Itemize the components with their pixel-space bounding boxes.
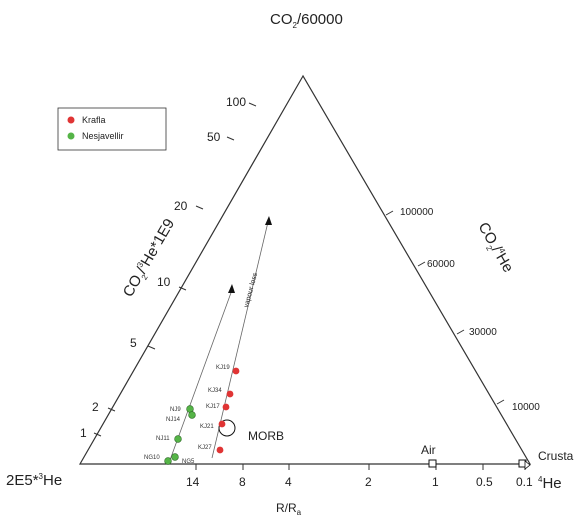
bottom-tick-label: 2 [365,475,372,489]
right-axis-title: CO2/4He [473,220,517,277]
bottom-tick-label: 8 [239,475,246,489]
morb-label: MORB [248,429,284,443]
point-label-nj9: NJ9 [170,407,181,413]
left-axis-title: CO2/3He*1E9 [120,216,180,301]
bottom-tick-label: 14 [186,475,200,489]
left-tick-mark [248,102,257,107]
reference-points: MORB Air Crusta [218,419,574,470]
apex-label-top: CO2/60000 [270,11,343,30]
left-tick-label: 5 [130,336,137,350]
left-tick-label: 10 [157,275,171,289]
right-tick-mark [385,210,394,216]
point-label-nj14: NJ14 [166,417,181,423]
point-label-kj19: KJ19 [216,365,230,371]
left-tick-mark [226,136,235,141]
point-label-nj11: NJ11 [156,436,170,442]
arrowhead-right [265,216,272,225]
point-label-ng10: NG10 [144,455,160,461]
right-tick-label: 60000 [427,259,455,270]
point-label-kj27: KJ27 [198,445,212,451]
right-tick-label: 100000 [400,207,434,218]
legend-swatch-krafla [67,116,75,124]
vapour-loss-annotation: vapour loss [243,272,259,309]
legend-swatch-nesjavellir [67,132,75,140]
legend-label-nesjavellir: Nesjavellir [82,131,124,141]
right-axis-ticks: 100000 60000 30000 10000 [385,207,540,413]
ternary-triangle [78,74,532,465]
point-label-ng5: NG5 [182,459,195,465]
left-axis-ticks: 100 50 20 10 5 2 1 [80,95,257,440]
left-tick-label: 50 [207,130,221,144]
left-tick-label: 2 [92,400,99,414]
crusta-triangle-marker [524,460,531,470]
bottom-tick-label: 4 [285,475,292,489]
point-label-kj21: KJ21 [200,424,214,430]
arrowhead-left [228,284,235,293]
apex-label-left: 2E5*3He [6,472,62,489]
left-tick-mark [147,345,156,350]
point-label-kj17: KJ17 [206,404,220,410]
left-tick-mark [93,432,102,437]
left-tick-mark [195,205,204,210]
legend-box [57,107,167,151]
left-tick-label: 1 [80,426,87,440]
data-point-ng5 [171,453,179,461]
legend: Krafla Nesjavellir [57,107,167,151]
left-tick-mark [107,407,116,412]
left-tick-mark [178,286,187,291]
vapour-loss-arrow-right [211,221,269,459]
right-tick-mark [417,261,426,267]
data-point-kj17 [222,403,230,411]
right-tick-mark [456,329,465,335]
air-marker [428,459,437,468]
data-point-kj27 [216,446,224,454]
series-nesjavellir: NJ9 NJ14 NJ11 NG5 NG10 [144,405,196,465]
data-point-nj14 [188,411,196,419]
point-label-kj34: KJ34 [208,388,222,394]
legend-label-krafla: Krafla [82,115,106,125]
left-tick-label: 20 [174,199,188,213]
vapour-loss-arrow-left [169,289,233,461]
right-tick-label: 30000 [469,327,497,338]
data-point-kj34 [226,390,234,398]
data-point-kj19 [232,367,240,375]
right-tick-label: 10000 [512,402,540,413]
bottom-tick-label: 1 [432,475,439,489]
data-point-ng10 [164,457,172,465]
series-krafla: KJ19 KJ34 KJ17 KJ21 KJ27 [198,365,240,454]
crusta-label: Crusta [538,449,574,463]
bottom-axis-title: R/Ra [276,501,302,517]
bottom-tick-label: 0.1 [516,475,533,489]
data-point-nj11 [174,435,182,443]
bottom-tick-label: 0.5 [476,475,493,489]
data-point-kj21 [218,420,226,428]
right-tick-mark [496,399,505,405]
left-tick-label: 100 [226,95,246,109]
apex-label-right: 4He [538,475,562,492]
air-label: Air [421,443,436,457]
bottom-axis-ticks: 14 8 4 2 1 0.5 0.1 [186,464,533,489]
